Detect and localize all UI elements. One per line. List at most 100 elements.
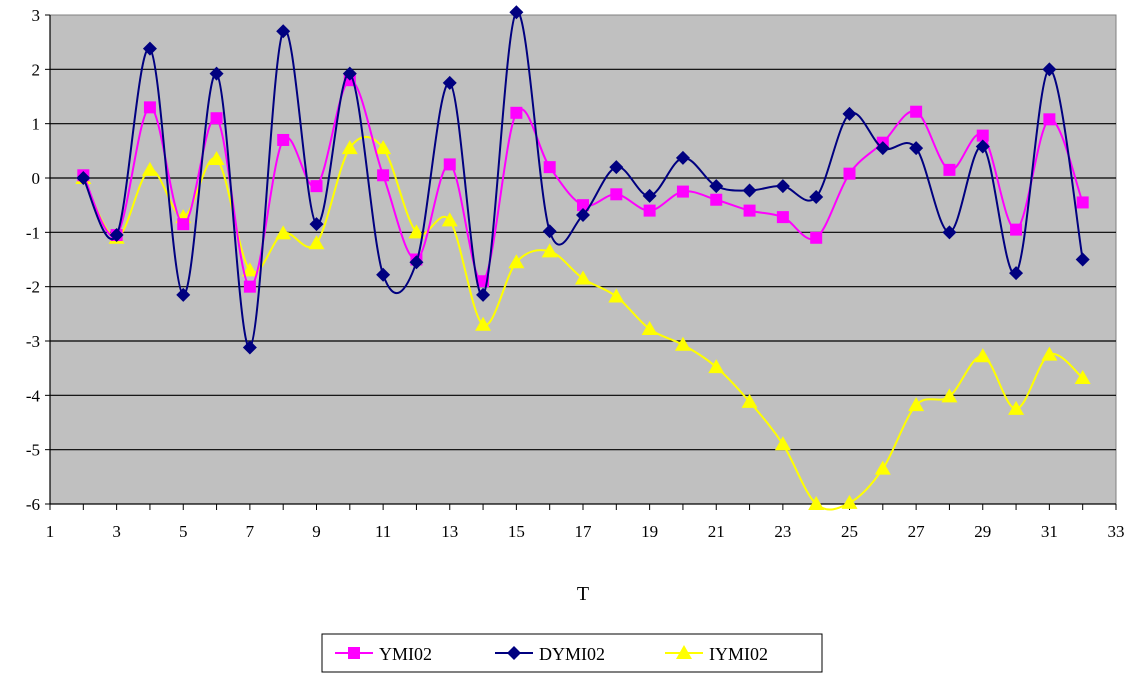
x-tick-label: 21: [708, 522, 725, 541]
data-point: [475, 316, 492, 331]
legend-marker: [348, 647, 360, 659]
data-point: [1075, 252, 1090, 267]
x-tick-label: 1: [46, 522, 55, 541]
x-tick-label: 19: [641, 522, 658, 541]
y-tick-label: -1: [26, 223, 40, 242]
legend-label: DYMI02: [539, 644, 605, 664]
data-point: [177, 218, 190, 231]
data-point: [843, 167, 856, 180]
y-tick-label: 1: [32, 115, 41, 134]
data-point: [409, 255, 424, 270]
data-point: [208, 150, 225, 165]
data-point: [643, 204, 656, 217]
data-point: [308, 235, 325, 250]
x-tick-label: 33: [1108, 522, 1125, 541]
data-point: [743, 204, 756, 217]
data-point: [277, 133, 290, 146]
data-point: [941, 388, 958, 403]
data-point: [541, 243, 558, 258]
legend: YMI02 DYMI02 IYMI02: [321, 633, 823, 673]
data-point: [675, 150, 690, 165]
data-point: [1076, 196, 1089, 209]
data-point: [176, 287, 191, 302]
x-tick-label: 29: [974, 522, 991, 541]
data-point: [810, 231, 823, 244]
data-point: [708, 359, 725, 374]
legend-box: [321, 633, 823, 673]
legend-marker: [676, 645, 692, 659]
data-point: [309, 217, 324, 232]
data-point: [776, 211, 789, 224]
data-point: [242, 340, 257, 355]
legend-label: YMI02: [379, 644, 432, 664]
x-tick-label: 7: [246, 522, 255, 541]
x-tick-label: 9: [312, 522, 321, 541]
data-point: [1009, 266, 1024, 281]
data-point: [543, 161, 556, 174]
series-line: [82, 11, 1084, 349]
x-tick-label: 23: [774, 522, 791, 541]
data-point: [610, 188, 623, 201]
data-point: [1074, 369, 1091, 384]
x-axis-label: T: [577, 583, 589, 605]
data-point: [141, 161, 158, 176]
data-point: [874, 460, 891, 475]
y-tick-label: 3: [32, 6, 41, 25]
x-tick-label: 11: [375, 522, 391, 541]
gridlines: [50, 68, 1116, 451]
data-point: [575, 270, 591, 285]
data-point: [109, 228, 124, 243]
data-point: [841, 494, 858, 509]
data-point: [1041, 346, 1058, 361]
x-tick-label: 25: [841, 522, 858, 541]
y-tick-label: -5: [26, 441, 40, 460]
y-tick-label: -4: [26, 386, 41, 405]
data-point: [910, 105, 923, 118]
data-point: [276, 24, 291, 39]
data-point: [209, 66, 224, 81]
data-point: [975, 139, 990, 154]
data-point: [974, 348, 991, 363]
data-point: [210, 112, 223, 125]
legend-marker: [507, 646, 521, 660]
data-point: [676, 185, 689, 198]
data-point: [942, 225, 957, 240]
x-tick-label: 3: [112, 522, 121, 541]
data-point: [243, 280, 256, 293]
legend-item-ymi02: YMI02: [335, 644, 432, 664]
data-point: [76, 171, 91, 185]
x-tick-label: 17: [575, 522, 593, 541]
x-tick-label: 13: [441, 522, 458, 541]
data-point: [609, 160, 624, 175]
data-point: [509, 5, 524, 20]
series-group: [75, 5, 1091, 511]
data-point: [142, 41, 157, 56]
data-point: [275, 225, 292, 240]
y-axis-ticks: -6 -5 -4 -3 -2 -1 0 1 2 3: [26, 6, 50, 514]
data-point: [774, 436, 791, 451]
data-point: [709, 179, 724, 194]
series-ymi02: [77, 74, 1089, 293]
data-point: [542, 224, 557, 239]
data-point: [341, 140, 358, 155]
y-tick-label: 2: [32, 60, 41, 79]
data-point: [508, 254, 525, 269]
data-point: [576, 207, 590, 222]
legend-item-dymi02: DYMI02: [495, 644, 605, 664]
data-point: [710, 193, 723, 206]
data-point: [976, 129, 989, 142]
data-point: [809, 190, 824, 205]
data-point: [608, 288, 625, 303]
data-point: [909, 141, 924, 156]
data-point: [875, 141, 890, 156]
data-point: [376, 267, 391, 282]
data-point: [342, 66, 357, 81]
data-point: [908, 397, 925, 412]
data-point: [476, 287, 491, 302]
data-point: [808, 496, 825, 510]
legend-label: IYMI02: [709, 644, 768, 664]
data-point: [674, 336, 691, 351]
data-point: [642, 188, 657, 203]
data-point: [310, 180, 323, 193]
